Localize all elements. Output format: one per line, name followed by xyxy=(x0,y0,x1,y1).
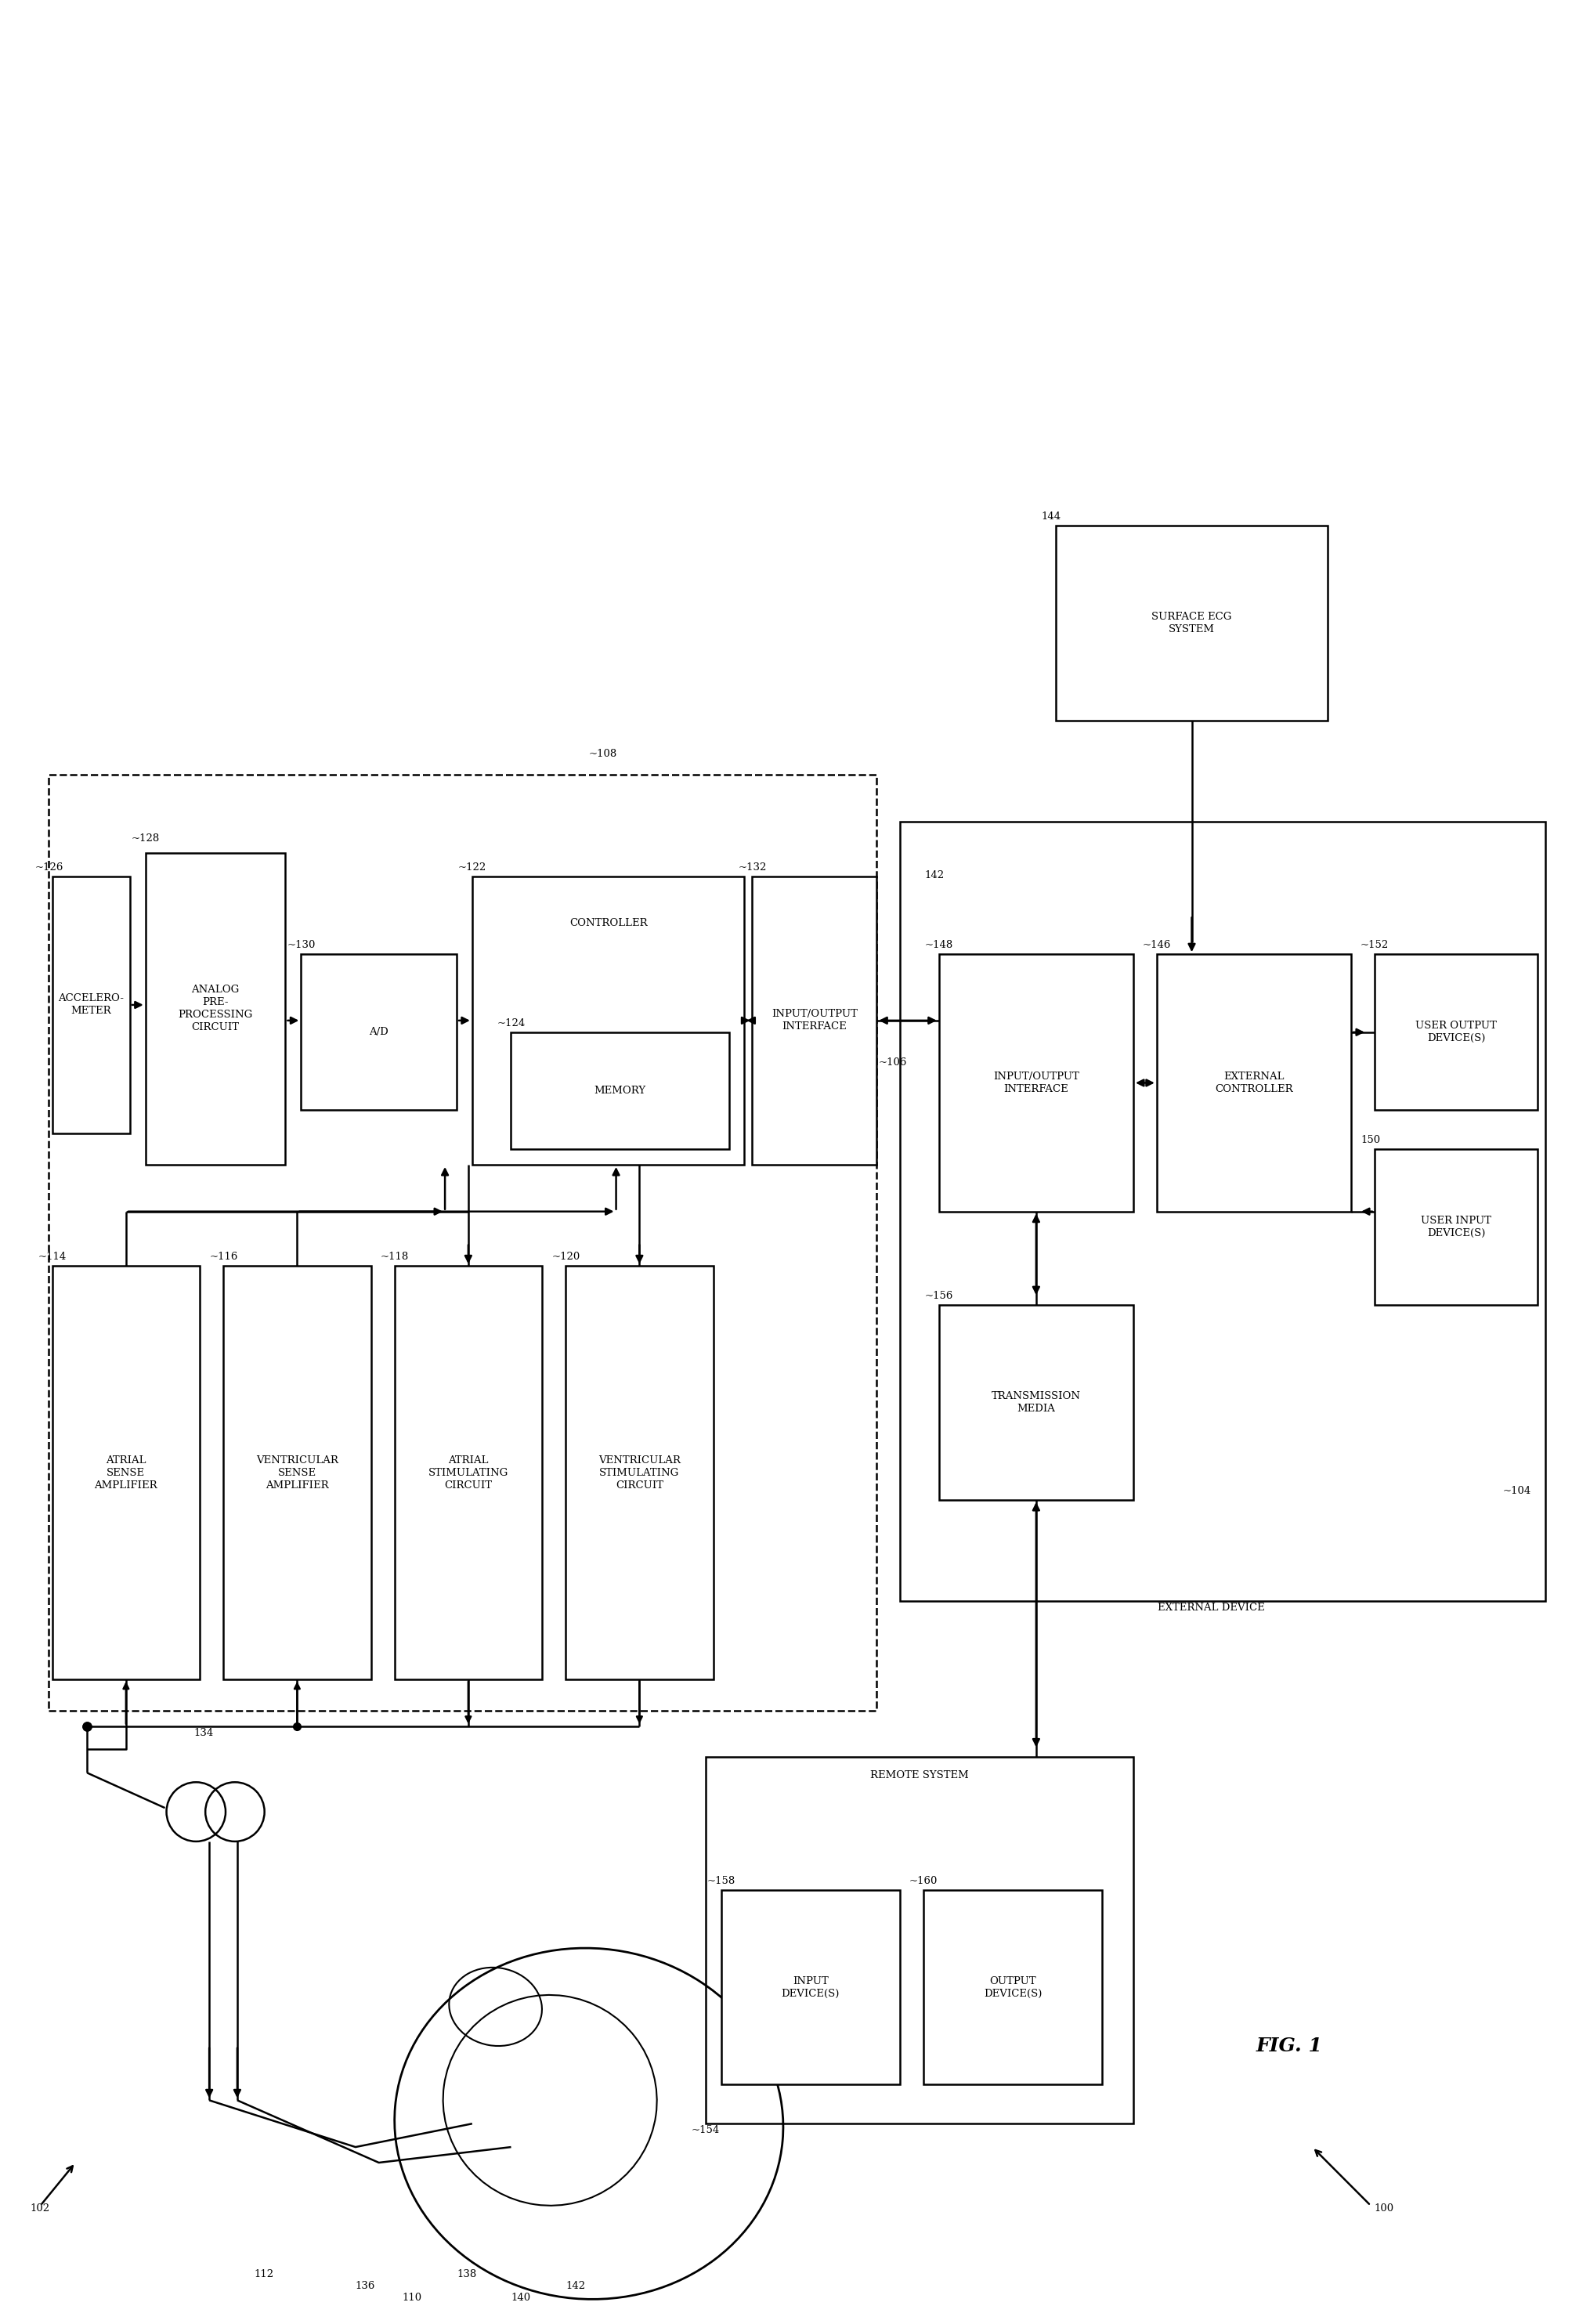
Bar xyxy=(48,774,876,1710)
Bar xyxy=(938,1306,1132,1499)
Bar xyxy=(223,1267,370,1680)
Text: ~156: ~156 xyxy=(924,1290,952,1301)
Text: 144: 144 xyxy=(1041,511,1061,521)
Bar xyxy=(52,876,130,1134)
Text: SURFACE ECG
SYSTEM: SURFACE ECG SYSTEM xyxy=(1151,611,1231,634)
Text: ~106: ~106 xyxy=(878,1057,906,1067)
Bar xyxy=(900,823,1545,1601)
Bar xyxy=(1374,1148,1538,1306)
Text: 138: 138 xyxy=(456,2271,475,2280)
Text: ~132: ~132 xyxy=(738,862,766,872)
Bar xyxy=(472,876,744,1164)
Text: USER OUTPUT
DEVICE(S): USER OUTPUT DEVICE(S) xyxy=(1415,1020,1496,1043)
Text: INPUT/OUTPUT
INTERFACE: INPUT/OUTPUT INTERFACE xyxy=(771,1009,857,1032)
Text: ~126: ~126 xyxy=(35,862,64,872)
Text: INPUT
DEVICE(S): INPUT DEVICE(S) xyxy=(781,1975,840,1999)
Text: TRANSMISSION
MEDIA: TRANSMISSION MEDIA xyxy=(991,1392,1080,1413)
Text: USER INPUT
DEVICE(S): USER INPUT DEVICE(S) xyxy=(1420,1215,1491,1239)
Text: ~130: ~130 xyxy=(286,941,315,951)
Bar xyxy=(706,1757,1132,2124)
Bar xyxy=(510,1032,728,1148)
Text: 100: 100 xyxy=(1374,2203,1393,2212)
Text: 142: 142 xyxy=(566,2282,585,2291)
Bar xyxy=(752,876,876,1164)
Text: ATRIAL
STIMULATING
CIRCUIT: ATRIAL STIMULATING CIRCUIT xyxy=(428,1455,509,1490)
Text: A/D: A/D xyxy=(369,1027,388,1037)
Text: ~120: ~120 xyxy=(552,1253,580,1262)
Text: OUTPUT
DEVICE(S): OUTPUT DEVICE(S) xyxy=(983,1975,1041,1999)
Text: 134: 134 xyxy=(194,1727,213,1738)
Text: 110: 110 xyxy=(402,2294,421,2303)
Text: ~124: ~124 xyxy=(496,1018,525,1027)
Text: VENTRICULAR
STIMULATING
CIRCUIT: VENTRICULAR STIMULATING CIRCUIT xyxy=(598,1455,681,1490)
Bar xyxy=(922,1889,1102,2085)
Text: ANALOG
PRE-
PROCESSING
CIRCUIT: ANALOG PRE- PROCESSING CIRCUIT xyxy=(178,985,253,1032)
Text: 150: 150 xyxy=(1359,1134,1380,1146)
Text: ~154: ~154 xyxy=(692,2124,720,2136)
Bar xyxy=(1374,955,1538,1111)
Text: ~108: ~108 xyxy=(588,748,617,760)
Text: VENTRICULAR
SENSE
AMPLIFIER: VENTRICULAR SENSE AMPLIFIER xyxy=(256,1455,339,1490)
Bar xyxy=(52,1267,200,1680)
Text: ~160: ~160 xyxy=(909,1875,938,1885)
Bar xyxy=(394,1267,542,1680)
Text: FIG. 1: FIG. 1 xyxy=(1255,2036,1321,2054)
Text: ~148: ~148 xyxy=(924,941,952,951)
Text: 102: 102 xyxy=(30,2203,49,2212)
Text: ~118: ~118 xyxy=(380,1253,409,1262)
Text: ATRIAL
SENSE
AMPLIFIER: ATRIAL SENSE AMPLIFIER xyxy=(94,1455,157,1490)
Text: EXTERNAL
CONTROLLER: EXTERNAL CONTROLLER xyxy=(1215,1071,1293,1095)
Text: ~114: ~114 xyxy=(38,1253,67,1262)
Bar xyxy=(1056,525,1328,720)
Bar xyxy=(1156,955,1350,1211)
Text: ~146: ~146 xyxy=(1142,941,1170,951)
Bar xyxy=(938,955,1132,1211)
Bar xyxy=(301,955,456,1111)
Text: 140: 140 xyxy=(510,2294,531,2303)
Bar xyxy=(720,1889,900,2085)
Text: 112: 112 xyxy=(254,2271,273,2280)
Text: 142: 142 xyxy=(924,869,944,881)
Text: ACCELERO-
METER: ACCELERO- METER xyxy=(59,995,124,1016)
Text: ~122: ~122 xyxy=(458,862,487,872)
Text: EXTERNAL DEVICE: EXTERNAL DEVICE xyxy=(1158,1604,1264,1613)
Text: INPUT/OUTPUT
INTERFACE: INPUT/OUTPUT INTERFACE xyxy=(992,1071,1078,1095)
Bar xyxy=(566,1267,712,1680)
Text: 136: 136 xyxy=(355,2282,375,2291)
Text: ~104: ~104 xyxy=(1503,1485,1531,1497)
Bar xyxy=(145,853,285,1164)
Text: CONTROLLER: CONTROLLER xyxy=(569,918,647,927)
Text: ~158: ~158 xyxy=(706,1875,735,1885)
Text: ~152: ~152 xyxy=(1359,941,1388,951)
Text: MEMORY: MEMORY xyxy=(593,1085,646,1095)
Text: ~116: ~116 xyxy=(210,1253,237,1262)
Text: REMOTE SYSTEM: REMOTE SYSTEM xyxy=(870,1771,968,1780)
Text: ~128: ~128 xyxy=(132,834,159,844)
